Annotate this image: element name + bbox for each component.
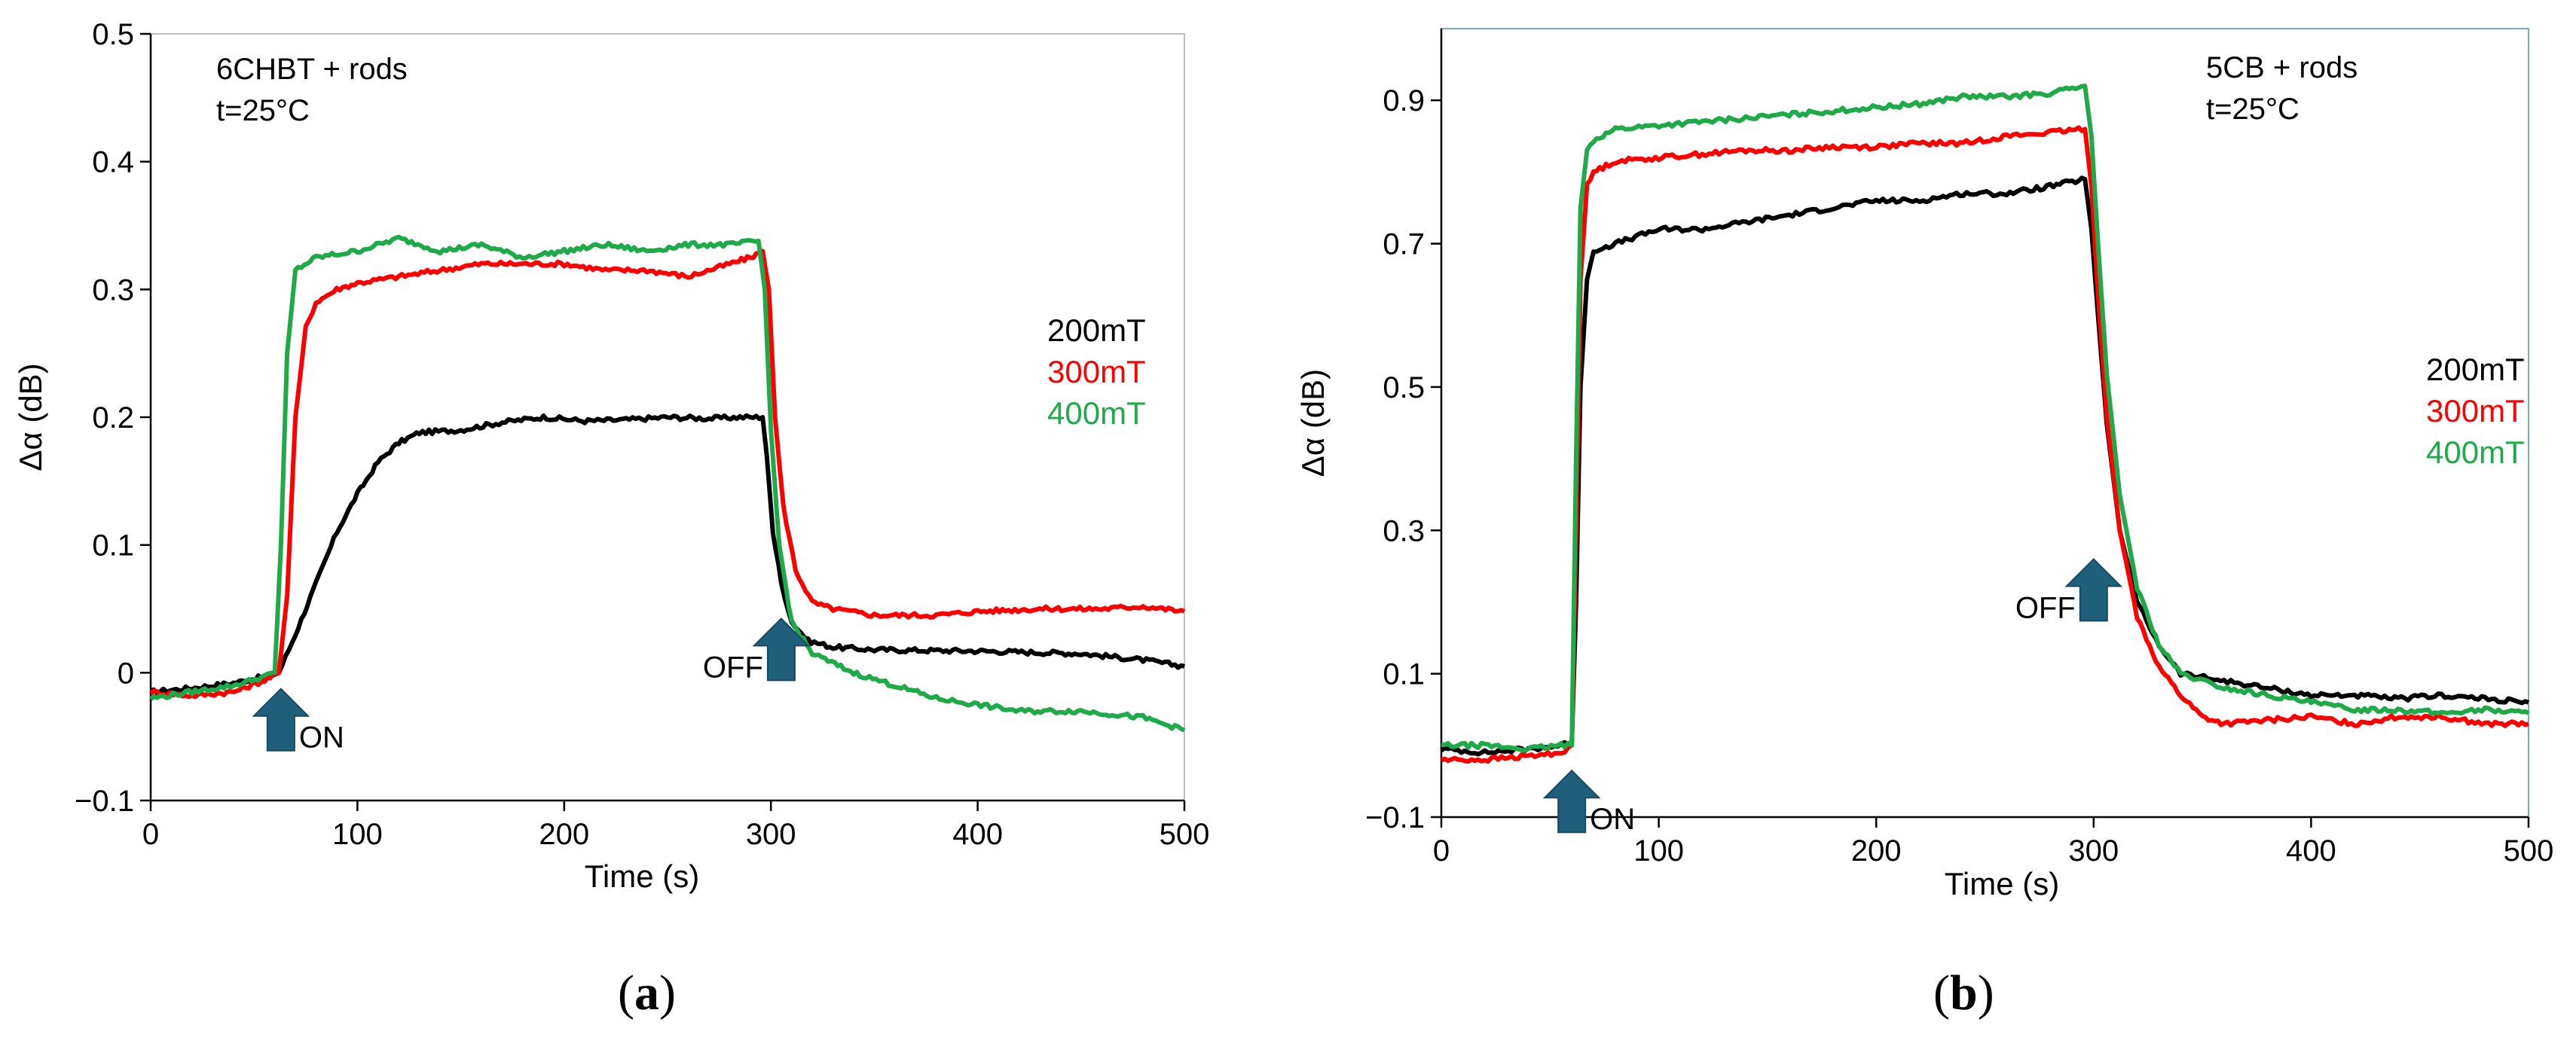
arrow-label-off: OFF — [2015, 591, 2076, 624]
arrow-off-icon — [2064, 558, 2123, 622]
x-tick-label: 300 — [2068, 834, 2119, 868]
x-tick-label: 200 — [539, 818, 589, 851]
y-tick-label: 0.3 — [92, 273, 134, 307]
series-line-300mT — [148, 249, 1186, 700]
arrow-on-icon — [1542, 769, 1601, 834]
series-line-200mT — [150, 413, 1185, 696]
arrow-on-icon — [252, 688, 310, 752]
x-tick-label: 400 — [2286, 834, 2336, 868]
y-tick-label: 0.4 — [92, 146, 134, 179]
x-tick-label: 0 — [1433, 834, 1450, 868]
y-tick-label: 0 — [118, 657, 134, 690]
legend-entry-300mT: 300mT — [1047, 354, 1146, 389]
legend-entry-300mT: 300mT — [2426, 393, 2525, 429]
y-tick-label: 0.1 — [1383, 658, 1425, 691]
x-tick-label: 200 — [1851, 834, 1902, 868]
series-line-400mT — [149, 234, 1186, 733]
x-tick-label: 100 — [332, 818, 383, 851]
x-tick-label: 400 — [952, 818, 1003, 851]
arrow-label-off: OFF — [703, 651, 763, 684]
x-axis-title: Time (s) — [585, 859, 699, 894]
chart-panel-a: −0.100.10.20.30.40.50 100 200 300 400 500Time… — [13, 18, 1209, 1020]
arrow-label-on: ON — [1590, 803, 1635, 836]
chart-panel-b: −0.1 0.1 0.3 0.5 0.7 0.9 0 100 200 300 400 500 Time … — [1295, 28, 2554, 1020]
x-tick-label: 500 — [2504, 834, 2554, 868]
y-tick-label: 0.1 — [92, 529, 134, 563]
series-line-400mT — [1441, 84, 2530, 753]
y-axis-title: Δα (dB) — [13, 363, 48, 471]
panel-label: (a) — [618, 965, 676, 1020]
x-tick-label: 500 — [1160, 818, 1210, 851]
series-line-200mT — [1440, 175, 2529, 757]
y-tick-label: 0.7 — [1383, 228, 1425, 261]
plot-frame — [1441, 28, 2529, 818]
legend-entry-200mT: 200mT — [2426, 352, 2525, 387]
y-tick-label: 0.5 — [92, 18, 134, 51]
legend-entry-400mT: 400mT — [2426, 435, 2525, 470]
arrow-off-icon — [752, 617, 811, 682]
x-tick-label: 300 — [746, 818, 796, 851]
x-axis-title: Time (s) — [1945, 866, 2059, 901]
y-tick-label: 0.3 — [1383, 514, 1425, 547]
y-tick-label: 0.9 — [1383, 84, 1425, 117]
series-line-300mT — [1440, 125, 2529, 764]
annotation-line: 6CHBT + rods — [216, 53, 408, 86]
y-tick-label: 0.5 — [1383, 371, 1425, 404]
annotation-line: t=25°C — [216, 94, 310, 127]
y-tick-label: −0.1 — [75, 785, 134, 818]
y-tick-label: −0.1 — [1365, 801, 1425, 834]
x-tick-label: 0 — [142, 818, 159, 851]
legend-entry-200mT: 200mT — [1047, 313, 1146, 348]
x-tick-label: 100 — [1633, 834, 1684, 868]
annotation-line: t=25°C — [2206, 93, 2299, 126]
legend-entry-400mT: 400mT — [1047, 395, 1146, 431]
arrow-label-on: ON — [299, 721, 344, 755]
y-axis-title: Δα (dB) — [1295, 369, 1331, 477]
annotation-line: 5CB + rods — [2206, 51, 2358, 84]
y-tick-label: 0.2 — [92, 401, 134, 435]
panel-label: (b) — [1933, 965, 1994, 1020]
